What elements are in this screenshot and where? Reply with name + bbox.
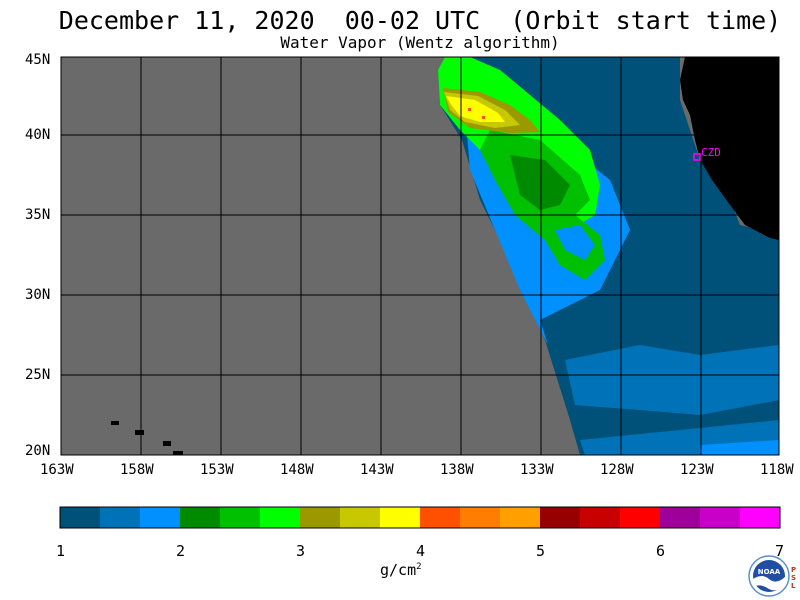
swath-orange-dot (468, 108, 471, 111)
colorbar-swatch (500, 507, 541, 528)
swath-orange-dot-2 (482, 116, 485, 119)
colorbar-swatch (260, 507, 301, 528)
land-island-3 (163, 441, 171, 446)
lon-label-158w: 158W (120, 462, 154, 478)
svg-text:NOAA: NOAA (758, 568, 781, 576)
map-frame (60, 56, 780, 456)
colorbar-swatch (620, 507, 661, 528)
lat-label-35n: 35N (25, 207, 51, 223)
page-title: December 11, 2020 00-02 UTC (Orbit start… (58, 6, 782, 35)
station-marker-icon (693, 153, 701, 161)
swath-blue-hole (555, 225, 595, 260)
colorbar-tick-5: 5 (536, 542, 546, 560)
lon-label-123w: 123W (680, 462, 714, 478)
swath-medium-blue (565, 345, 779, 415)
colorbar-swatch (220, 507, 261, 528)
lat-label-40n: 40N (25, 127, 51, 143)
colorbar-swatch (740, 507, 781, 528)
lat-label-30n: 30N (25, 287, 51, 303)
colorbar-swatch (300, 507, 341, 528)
lon-label-138w: 138W (440, 462, 474, 478)
colorbar-swatch (60, 507, 101, 528)
colorbar-tick-1: 1 (56, 542, 66, 560)
lat-label-45n: 45N (25, 52, 51, 68)
land-island-2 (135, 430, 144, 435)
lon-label-128w: 128W (600, 462, 634, 478)
colorbar-swatch (460, 507, 501, 528)
lon-label-143w: 143W (360, 462, 394, 478)
station-label: CZD (701, 146, 721, 159)
colorbar-unit: g/cm2 (380, 561, 422, 579)
colorbar-tick-6: 6 (656, 542, 666, 560)
colorbar-swatch (420, 507, 461, 528)
land-island-1 (111, 421, 119, 425)
land-island-4 (173, 451, 183, 455)
lat-label-20n: 20N (25, 443, 51, 459)
colorbar-frame (59, 506, 781, 529)
map-grid (61, 57, 779, 455)
colorbar-tick-3: 3 (296, 542, 306, 560)
land-north-america (680, 57, 779, 240)
colorbar-tick-7: 7 (775, 542, 785, 560)
colorbar-swatch (180, 507, 221, 528)
lon-label-148w: 148W (280, 462, 314, 478)
lon-label-118w: 118W (760, 462, 794, 478)
colorbar-swatch (700, 507, 741, 528)
colorbar-tick-4: 4 (416, 542, 426, 560)
lat-label-25n: 25N (25, 367, 51, 383)
colorbar-swatch (340, 507, 381, 528)
page-subtitle: Water Vapor (Wentz algorithm) (280, 33, 560, 52)
lon-label-153w: 153W (200, 462, 234, 478)
colorbar-swatch (580, 507, 621, 528)
lon-label-133w: 133W (520, 462, 554, 478)
swath-light-blue-south (700, 440, 779, 455)
colorbar-swatch (100, 507, 141, 528)
colorbar-swatch (140, 507, 181, 528)
lon-label-163w: 163W (40, 462, 74, 478)
colorbar-swatch (380, 507, 421, 528)
swath-green-dark (510, 155, 570, 210)
colorbar-swatch (540, 507, 581, 528)
noaa-logo-icon: NOAA (748, 555, 790, 597)
colorbar-swatch (660, 507, 701, 528)
colorbar (60, 507, 781, 528)
colorbar-tick-2: 2 (176, 542, 186, 560)
